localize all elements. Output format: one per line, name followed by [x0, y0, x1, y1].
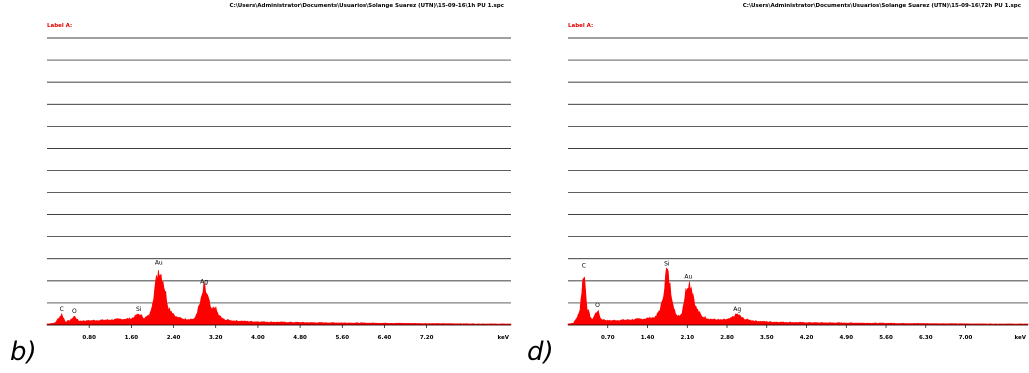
peak-label-si: Si [136, 306, 142, 313]
eds-spectrum-chart-b: 0.80 1.60 2.40 3.20 4.00 4.80 5.60 6.40 7.20 keV C… [46, 37, 512, 340]
x-tick-label: 4.20 [800, 335, 814, 340]
spectrum-series [567, 267, 1029, 326]
x-tick-label: 7.00 [959, 335, 973, 340]
peak-label-si: Si [664, 261, 670, 268]
x-tick-label: 5.60 [879, 335, 893, 340]
label-a-annotation: Label A: [47, 23, 73, 29]
peak-label-au: Au [684, 273, 692, 280]
x-tick-label: 6.40 [378, 335, 392, 340]
file-path-title: C:\Users\Administrator\Documents\Usuario… [229, 3, 504, 9]
x-tick-label: 1.40 [641, 335, 655, 340]
x-tick-label: 3.50 [760, 335, 774, 340]
x-tick-label: 0.70 [601, 335, 615, 340]
x-tick-label: 3.20 [209, 335, 223, 340]
spectrum-series [46, 269, 512, 326]
x-tick-label: 0.80 [82, 335, 96, 340]
x-tick-label: 2.80 [720, 335, 734, 340]
peak-label-ag: Ag [733, 306, 741, 313]
spectrum-panel-d: C:\Users\Administrator\Documents\Usuario… [517, 0, 1029, 373]
eds-spectrum-chart-d: 0.70 1.40 2.10 2.80 3.50 4.20 4.90 5.60 6.30 7.00… [567, 37, 1029, 340]
x-tick-label: 4.00 [251, 335, 265, 340]
x-tick-label: 5.60 [335, 335, 349, 340]
panel-letter: d) [527, 337, 554, 367]
peak-label-c: C [60, 306, 64, 313]
x-axis-unit: keV [498, 335, 510, 340]
label-a-annotation: Label A: [568, 23, 594, 29]
peak-label-c: C [582, 263, 586, 270]
x-tick-label: 1.60 [125, 335, 139, 340]
x-tick-label: 6.30 [919, 335, 933, 340]
peak-label-ag: Ag [200, 278, 208, 285]
file-path-title: C:\Users\Administrator\Documents\Usuario… [742, 3, 1021, 9]
peak-label-o: O [72, 308, 77, 315]
peak-label-o: O [595, 302, 600, 309]
spectrum-panel-b: C:\Users\Administrator\Documents\Usuario… [0, 0, 512, 373]
panel-letter: b) [10, 337, 37, 367]
x-tick-label: 4.90 [839, 335, 853, 340]
x-tick-label: 4.80 [293, 335, 307, 340]
x-axis-unit: keV [1015, 335, 1027, 340]
x-tick-label: 2.40 [167, 335, 181, 340]
x-tick-label: 7.20 [420, 335, 434, 340]
x-tick-label: 2.10 [680, 335, 694, 340]
peak-label-au: Au [155, 260, 163, 267]
